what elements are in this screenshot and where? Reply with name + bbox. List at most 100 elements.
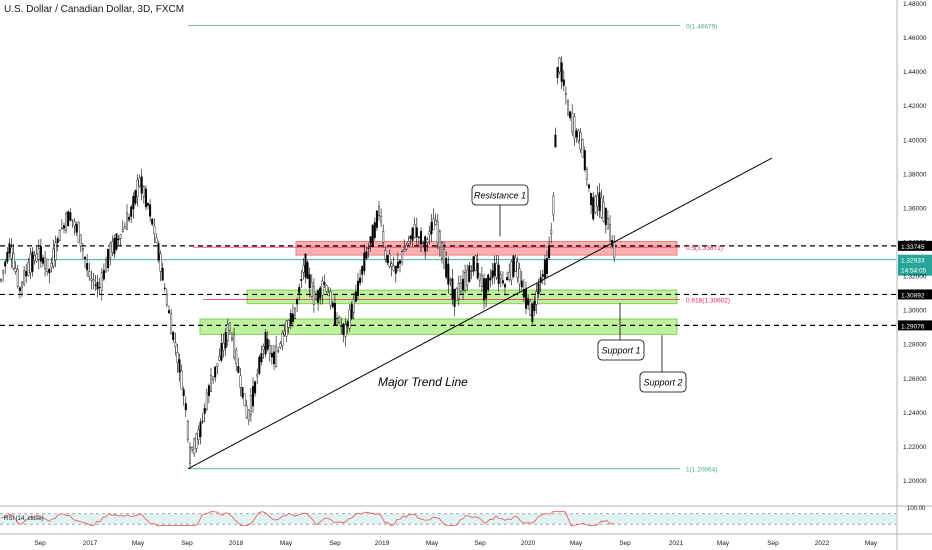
candle-body [441,242,444,259]
candle-body [384,250,387,260]
candle-body [567,101,570,116]
candle-body [98,286,101,288]
candle-body [596,194,599,207]
y-tick-label: 1.20000 [903,478,927,485]
y-tick-label: 1.22000 [903,444,927,451]
candle-body [58,229,61,241]
candle-body [161,268,164,281]
candle-body [109,243,112,259]
candle-body [37,247,40,260]
candle-body [12,253,15,269]
candle-body [411,227,414,241]
candle-body [77,222,80,243]
candle-body [405,245,408,250]
candle-body [279,343,282,348]
candle-body [350,304,353,319]
candle-body [149,204,152,217]
zone-support-2 [199,318,678,335]
candle-body [119,234,122,239]
candle-body [228,322,231,331]
candle-body [136,179,139,197]
x-tick-label: 2018 [229,540,244,547]
candle-body [386,255,389,264]
candle-body [0,279,2,281]
chart-title: U.S. Dollar / Canadian Dollar, 3D, FXCM [4,4,185,15]
candle-body [420,230,423,245]
candle-body [457,283,460,299]
candle-body [462,278,465,291]
candle-body [445,258,448,278]
candle-body [241,387,244,398]
candle-body [48,268,51,274]
candle-body [451,278,454,300]
candle-body [478,273,481,281]
price-axis: 1.48000 1.46000 1.44000 1.42000 1.40000 1.380… [896,0,927,550]
candle-body [218,356,221,361]
candle-body [422,242,425,244]
candle-body [222,342,225,351]
candle-body [516,261,519,278]
candle-body [14,267,17,273]
candle-body [277,350,280,352]
y-tick-label: 1.30000 [903,308,927,315]
candle-body [434,219,437,225]
candle-body [342,323,345,335]
level-tag-label: 1.30892 [901,292,925,299]
candle-body [249,395,252,416]
candle-body [394,265,397,274]
candle-body [75,224,78,233]
candle-body [123,226,126,229]
support-1-callout-box [597,339,645,361]
candle-body [491,270,494,278]
candle-body [560,62,563,82]
rsi-label: RSI (14, close) [4,516,44,522]
candle-body [426,239,429,243]
candle-body [348,309,351,329]
rsi-line [0,511,614,526]
candle-body [571,113,574,132]
level-tag-label: 1.29076 [901,323,925,330]
candle-body [165,294,168,306]
candle-body [592,197,595,220]
candle-body [323,282,326,285]
x-tick-label: Sep [329,540,341,547]
candle-body [216,363,219,367]
candle-body [548,245,551,258]
candle-body [146,203,149,206]
candle-body [130,206,133,217]
candle-body [102,270,105,280]
candle-body [132,196,135,210]
candle-body [493,263,496,276]
candle-body [90,278,93,281]
candle-body [142,186,145,197]
candle-body [541,274,544,277]
candle-body [487,274,490,291]
candle-body [157,243,160,261]
candle-body [88,271,91,277]
candle-body [296,299,299,305]
x-tick-label: 2021 [669,540,684,547]
candle-body [79,234,82,247]
candle-body [67,211,70,227]
candle-body [56,238,59,243]
candle-body [504,284,507,288]
candle-body [96,282,99,290]
candle-body [499,274,502,280]
x-tick-label: Sep [474,540,486,547]
candle-body [480,275,483,287]
candle-body [497,264,500,284]
x-tick-label: Sep [181,540,193,547]
candle-body [289,313,292,325]
candle-body [564,93,567,95]
candle-body [588,184,591,189]
candle-body [375,210,378,228]
countdown-label: 14:54:05 [901,268,927,275]
candle-body [371,225,374,248]
support-2-callout-box [639,371,687,393]
candle-body [104,259,107,273]
candle-body [594,196,597,213]
candles-layer [0,56,616,469]
candle-body [230,337,233,340]
candle-body [35,253,38,262]
candle-body [449,279,452,281]
